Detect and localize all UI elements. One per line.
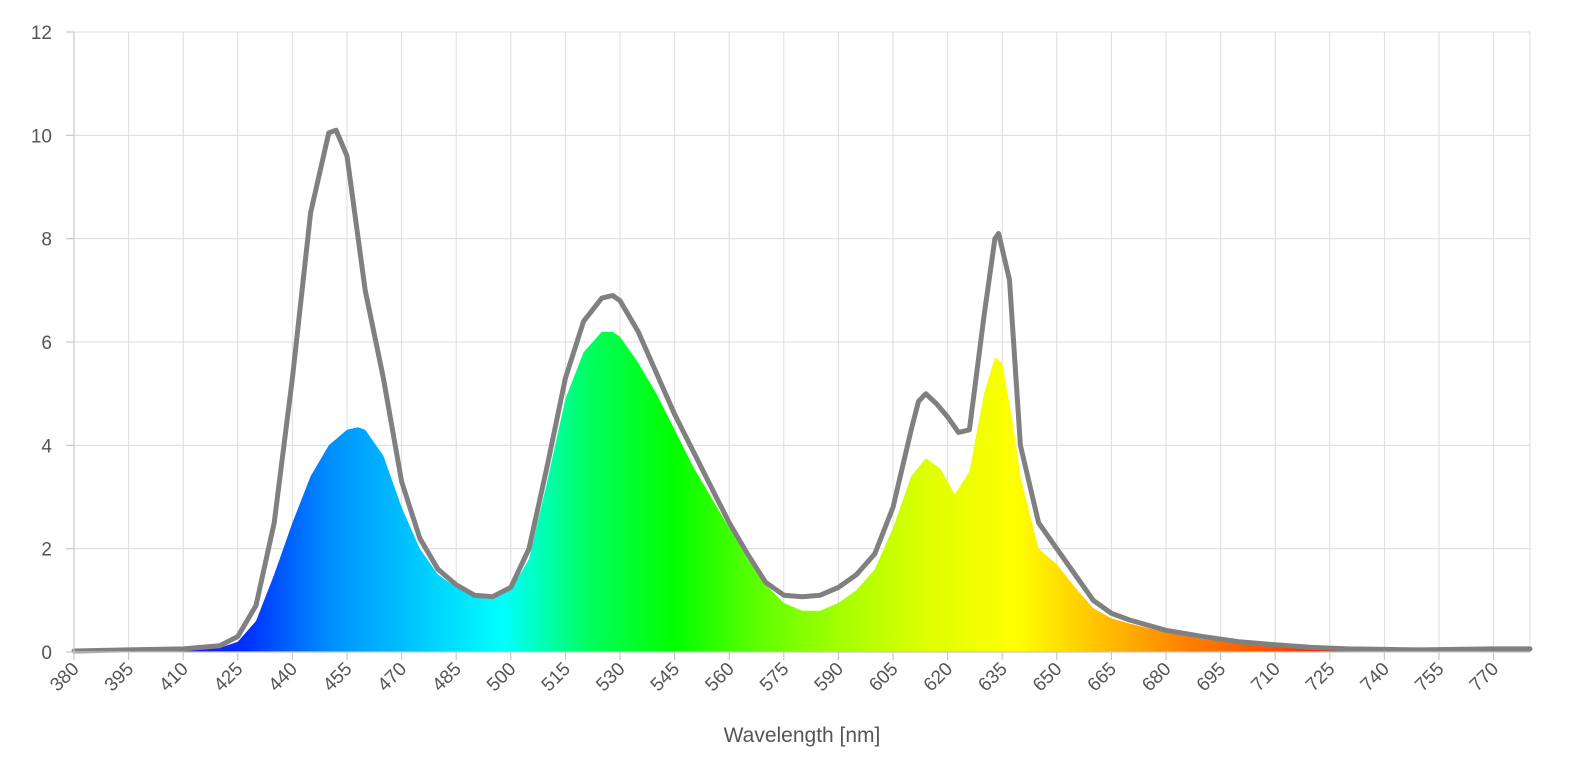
x-axis-ticks: 380 395 410 425 440 455 470 485 500 515 530 545 560 5… — [46, 652, 1503, 696]
y-tick-label: 10 — [31, 126, 52, 147]
x-tick-label: 620 — [920, 659, 957, 696]
grid-lines — [73, 31, 1531, 653]
y-tick-label: 2 — [41, 540, 52, 561]
x-tick-label: 680 — [1138, 659, 1175, 696]
x-tick-label: 530 — [592, 659, 629, 696]
x-tick-label: 590 — [811, 659, 848, 696]
x-tick-label: 395 — [101, 659, 138, 696]
x-tick-label: 650 — [1029, 659, 1066, 696]
y-tick-label: 12 — [31, 23, 52, 44]
y-tick-label: 8 — [41, 230, 52, 251]
x-tick-label: 500 — [483, 659, 520, 696]
x-tick-label: 560 — [701, 659, 738, 696]
x-tick-label: 665 — [1084, 659, 1121, 696]
y-axis-ticks: 0 2 4 6 8 10 12 — [31, 23, 74, 664]
x-tick-label: 605 — [865, 659, 902, 696]
x-tick-label: 545 — [647, 659, 684, 696]
x-tick-label: 515 — [538, 659, 575, 696]
x-tick-label: 740 — [1357, 659, 1394, 696]
reference-series — [71, 127, 1533, 654]
x-tick-label: 725 — [1302, 659, 1339, 696]
spectrum-series — [74, 331, 1530, 652]
x-tick-label: 755 — [1411, 659, 1448, 696]
y-tick-label: 6 — [41, 333, 52, 354]
x-tick-label: 380 — [46, 659, 83, 696]
x-tick-label: 425 — [210, 659, 247, 696]
reference-line — [71, 127, 1533, 654]
y-tick-label: 4 — [41, 436, 52, 457]
x-tick-label: 455 — [319, 659, 356, 696]
x-tick-label: 770 — [1466, 659, 1503, 696]
x-tick-label: 710 — [1247, 659, 1284, 696]
x-tick-label: 470 — [374, 659, 411, 696]
x-tick-label: 410 — [155, 659, 192, 696]
x-tick-label: 440 — [265, 659, 302, 696]
y-tick-label: 0 — [41, 643, 52, 664]
spectrum-fill-area — [74, 331, 1530, 652]
x-tick-label: 635 — [974, 659, 1011, 696]
x-tick-label: 485 — [428, 659, 465, 696]
x-axis-title: Wavelength [nm] — [724, 724, 881, 747]
x-tick-label: 575 — [756, 659, 793, 696]
x-tick-label: 695 — [1193, 659, 1230, 696]
